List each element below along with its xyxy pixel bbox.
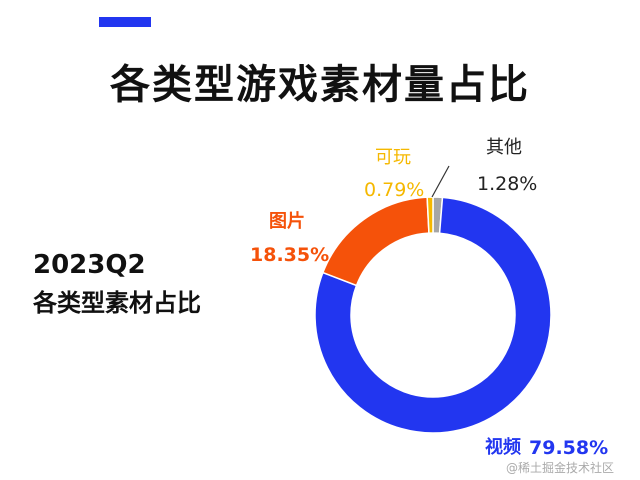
value-video: 79.58% <box>529 437 609 459</box>
slice-video <box>314 196 552 434</box>
accent-bar <box>99 17 151 27</box>
other-leader-line <box>431 165 450 198</box>
label-image: 图片 <box>269 211 305 232</box>
value-other: 1.28% <box>477 173 538 195</box>
label-playable: 可玩 <box>375 147 411 168</box>
label-video: 视频 <box>485 437 521 458</box>
donut-slices <box>314 196 552 434</box>
slice-image <box>321 196 430 287</box>
period-description: 各类型素材占比 <box>33 289 201 317</box>
value-playable: 0.79% <box>364 179 425 201</box>
label-other: 其他 <box>486 137 522 158</box>
watermark: @稀土掘金技术社区 <box>506 461 615 475</box>
slice-playable <box>426 196 434 234</box>
chart-title: 各类型游戏素材量占比 <box>110 62 530 108</box>
period-label: 2023Q2 <box>33 250 146 280</box>
value-image: 18.35% <box>250 244 330 266</box>
